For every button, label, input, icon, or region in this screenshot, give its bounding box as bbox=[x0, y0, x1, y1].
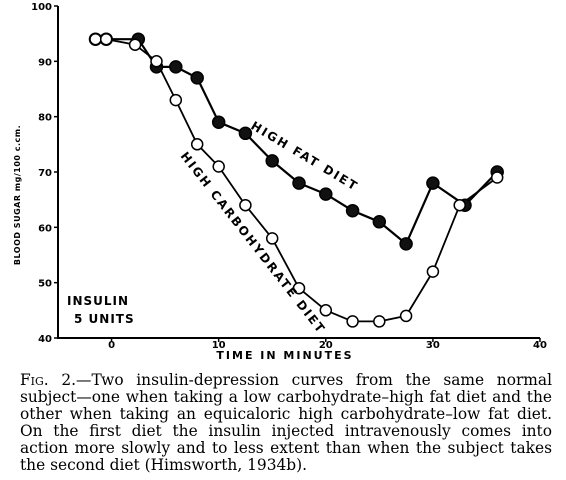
data-point-high-carbohydrate bbox=[128, 38, 142, 51]
y-tick-label: 40 bbox=[38, 334, 52, 345]
caption-text: —Two insulin-depression curves from the … bbox=[20, 371, 553, 474]
data-point-high-fat bbox=[169, 60, 183, 74]
series-label-high-carbohydrate: HIGH CARBOHYDRATE DIET bbox=[178, 149, 329, 336]
data-point-high-fat bbox=[345, 203, 360, 218]
y-tick-label: 100 bbox=[31, 2, 52, 13]
data-point-high-carbohydrate bbox=[169, 93, 183, 107]
x-tick-label: 30 bbox=[426, 340, 440, 351]
data-point-high-carbohydrate bbox=[373, 315, 386, 328]
data-point-high-carbohydrate bbox=[399, 309, 413, 323]
y-tick-label: 50 bbox=[38, 279, 52, 290]
annotation-line-2: 5 UNITS bbox=[74, 312, 135, 326]
data-point-high-carbohydrate bbox=[239, 198, 252, 212]
data-point-high-fat bbox=[211, 115, 226, 129]
data-point-high-carbohydrate bbox=[190, 138, 204, 151]
data-point-high-fat bbox=[190, 71, 204, 85]
data-point-high-fat bbox=[265, 154, 279, 168]
data-point-high-carbohydrate bbox=[453, 198, 466, 212]
data-point-high-fat bbox=[319, 187, 333, 201]
y-axis-label: BLOOD SUGAR mg/100 c.cm. bbox=[13, 125, 22, 265]
x-axis-label: TIME IN MINUTES bbox=[216, 349, 353, 362]
x-tick-label: 20 bbox=[319, 340, 333, 351]
x-tick-label: 0 bbox=[108, 340, 115, 351]
tick-labels: 0 10 20 30 40 40 50 60 70 80 90 100 bbox=[31, 2, 547, 351]
data-point-high-carbohydrate bbox=[292, 281, 306, 295]
data-point-high-carbohydrate bbox=[319, 304, 333, 317]
data-point-high-carbohydrate bbox=[426, 265, 440, 278]
y-tick-label: 90 bbox=[38, 57, 52, 68]
data-point-high-fat bbox=[426, 176, 440, 190]
y-tick-label: 70 bbox=[38, 168, 52, 179]
data-point-high-carbohydrate bbox=[212, 160, 225, 173]
data-point-high-carbohydrate bbox=[490, 171, 504, 184]
y-tick-label: 80 bbox=[38, 113, 52, 124]
data-point-high-fat bbox=[292, 176, 306, 190]
data-point-high-carbohydrate bbox=[265, 232, 279, 245]
data-point-high-fat bbox=[238, 126, 253, 141]
data-point-high-carbohydrate bbox=[99, 32, 113, 46]
x-tick-label: 10 bbox=[212, 340, 226, 351]
data-point-high-carbohydrate bbox=[150, 55, 163, 68]
figure-caption: Fig. 2.—Two insulin-depression curves fr… bbox=[20, 372, 552, 474]
annotation-line-1: INSULIN bbox=[67, 294, 129, 308]
figure-label: Fig. 2. bbox=[20, 371, 77, 389]
y-tick-label: 60 bbox=[38, 223, 52, 234]
data-point-high-fat bbox=[372, 215, 387, 229]
data-point-high-carbohydrate bbox=[89, 32, 102, 46]
x-tick-label: 40 bbox=[533, 340, 547, 351]
data-points bbox=[88, 32, 504, 328]
data-point-high-fat bbox=[399, 237, 413, 251]
chart: 0 10 20 30 40 40 50 60 70 80 90 100 TIME IN MINUTES… bbox=[13, 2, 547, 362]
data-point-high-carbohydrate bbox=[346, 315, 359, 328]
